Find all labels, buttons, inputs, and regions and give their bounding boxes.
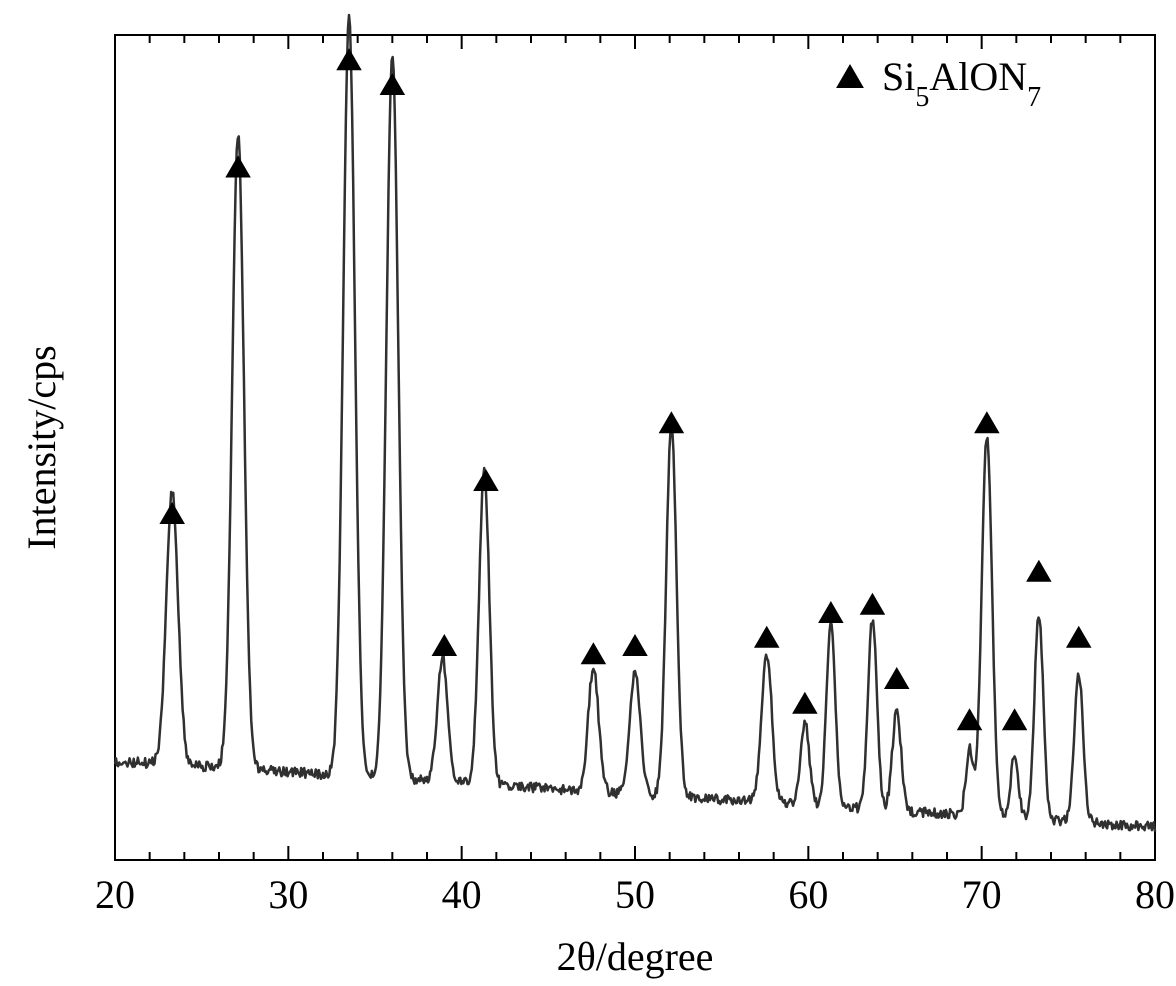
x-tick-label: 30 [268, 872, 308, 917]
peak-marker-triangle [336, 48, 362, 70]
peak-marker-triangle [622, 634, 648, 656]
x-tick-label: 80 [1135, 872, 1175, 917]
x-tick-label: 60 [788, 872, 828, 917]
peak-marker-triangle [884, 667, 910, 689]
x-tick-label: 50 [615, 872, 655, 917]
legend-label: Si5AlON7 [882, 54, 1041, 113]
peak-marker-triangle [581, 642, 607, 664]
peak-marker-triangle [860, 593, 886, 615]
xrd-chart: 20 30 40 50 60 70 80 2θ/degree Intensity/cps Si5A… [0, 0, 1176, 986]
peak-marker-triangle [974, 411, 1000, 433]
peak-marker-triangle [818, 601, 844, 623]
peak-marker-triangle [754, 626, 780, 648]
legend: Si5AlON7 [836, 54, 1041, 113]
peak-marker-triangle [380, 73, 406, 95]
peak-marker-triangle [792, 692, 818, 714]
x-tick-label: 70 [962, 872, 1002, 917]
peak-marker-triangle [473, 469, 499, 491]
legend-marker-triangle [836, 64, 864, 88]
peak-marker-triangle [1066, 626, 1092, 648]
xrd-trace [115, 15, 1155, 832]
x-axis-label: 2θ/degree [557, 934, 714, 979]
peak-marker-triangle [432, 634, 458, 656]
peak-marker-triangle [225, 156, 251, 178]
peak-marker-triangle [159, 502, 185, 524]
chart-svg: 20 30 40 50 60 70 80 2θ/degree Intensity/cps Si5A… [0, 0, 1176, 986]
x-tick-label: 40 [442, 872, 482, 917]
x-tick-label: 20 [95, 872, 135, 917]
peak-marker-triangle [1002, 708, 1028, 730]
y-axis-label: Intensity/cps [19, 345, 64, 549]
peak-marker-triangle [1026, 560, 1052, 582]
peak-marker-triangle [659, 411, 685, 433]
